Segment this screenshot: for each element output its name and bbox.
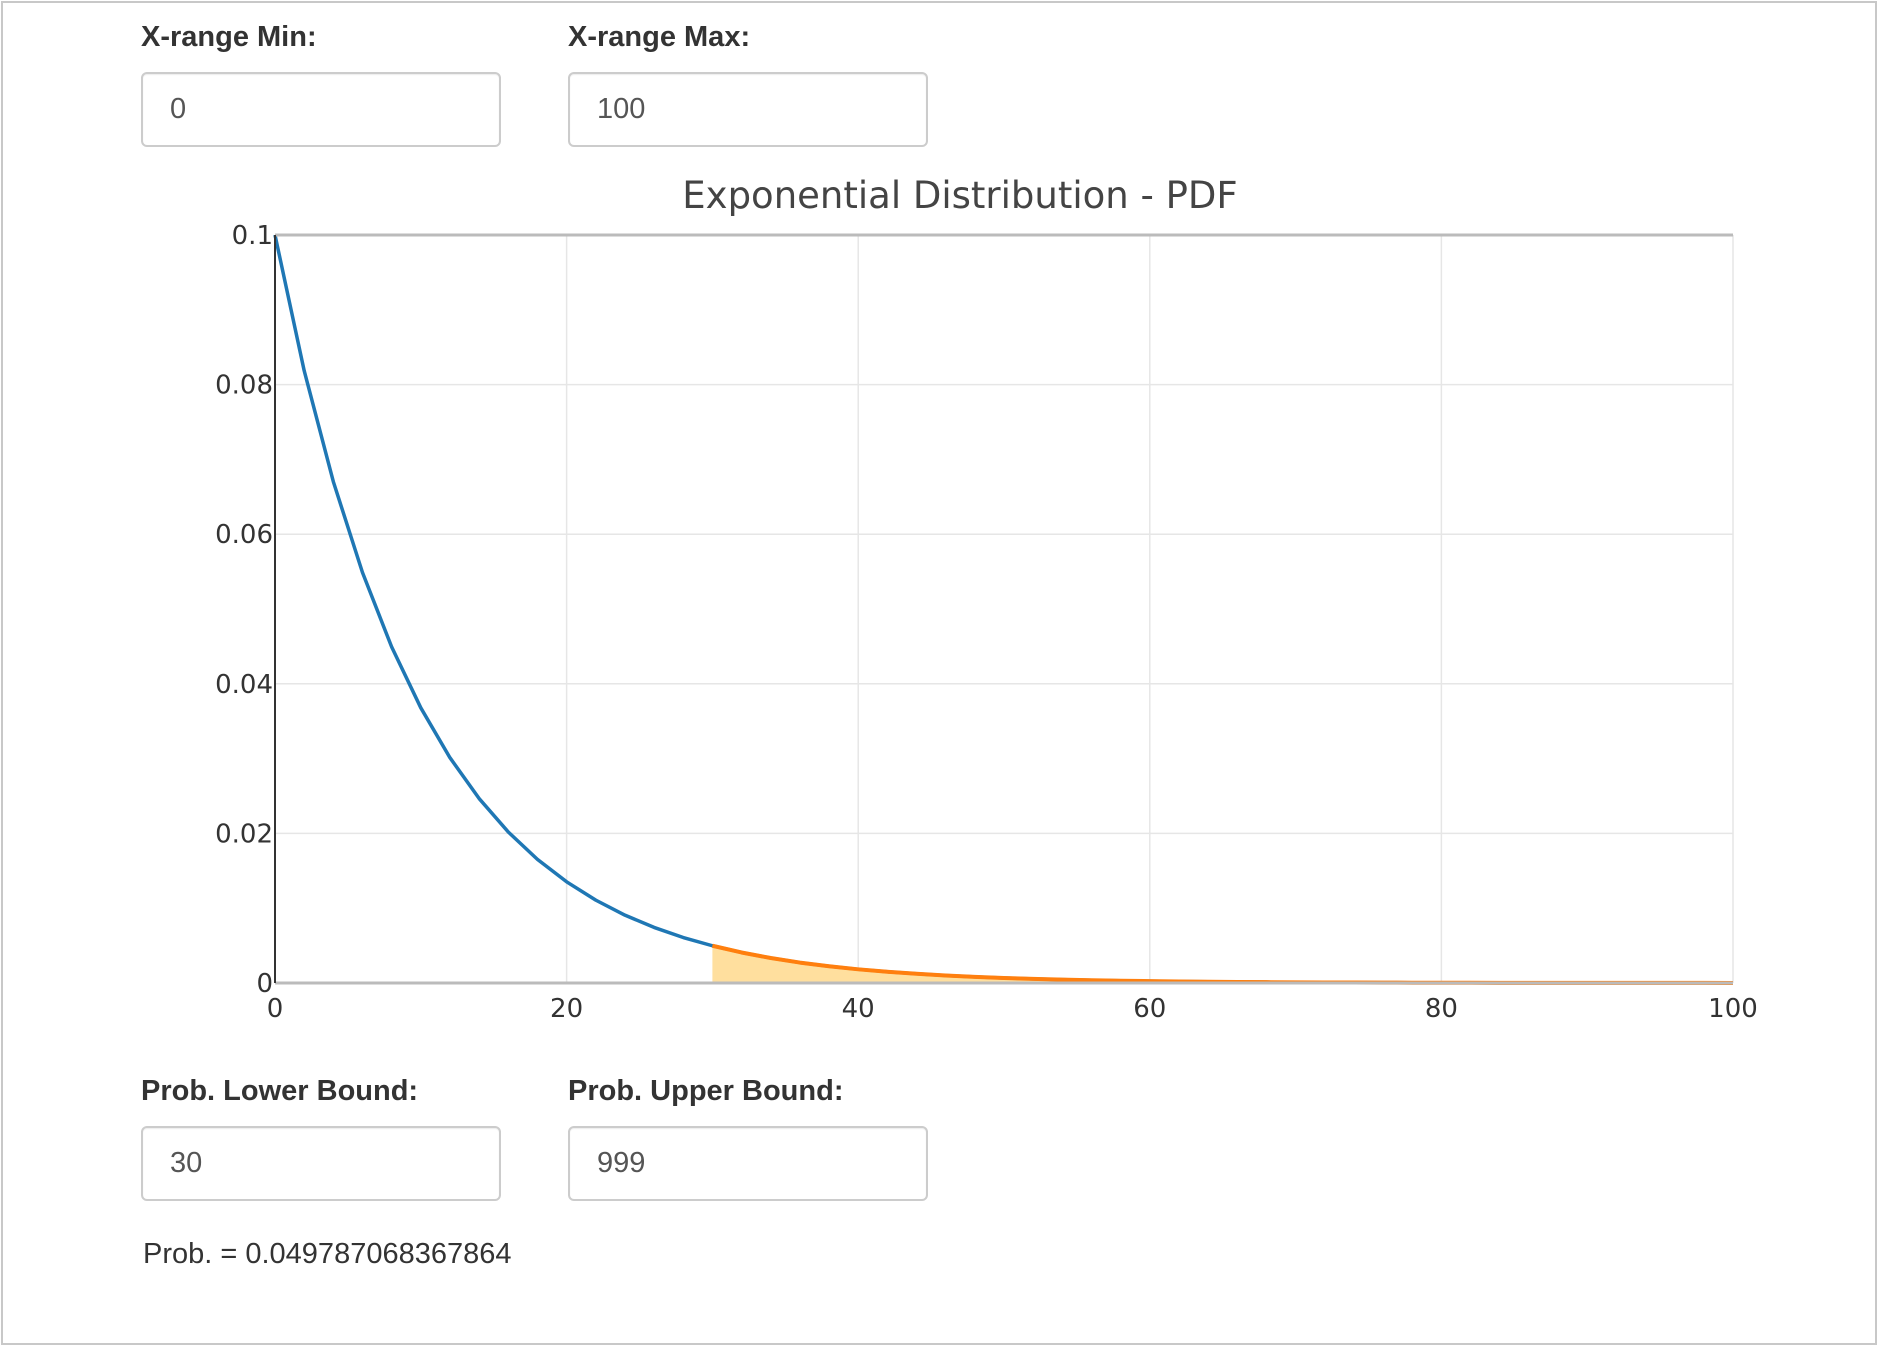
prob-upper-bound-input[interactable] — [568, 1126, 928, 1201]
x-range-max-input[interactable] — [568, 72, 928, 147]
probability-result: Prob. = 0.049787068367864 — [143, 1238, 512, 1270]
prob-upper-bound-field: Prob. Upper Bound: — [568, 1074, 928, 1201]
x-range-min-label: X-range Min: — [141, 21, 317, 53]
x-range-max-field: X-range Max: — [568, 20, 928, 147]
x-range-max-label: X-range Max: — [568, 21, 751, 53]
prob-lower-bound-input[interactable] — [141, 1126, 501, 1201]
prob-lower-bound-field: Prob. Lower Bound: — [141, 1074, 501, 1201]
prob-upper-bound-label: Prob. Upper Bound: — [568, 1075, 844, 1107]
x-range-min-input[interactable] — [141, 72, 501, 147]
x-range-min-field: X-range Min: — [141, 20, 501, 147]
prob-lower-bound-label: Prob. Lower Bound: — [141, 1075, 419, 1107]
